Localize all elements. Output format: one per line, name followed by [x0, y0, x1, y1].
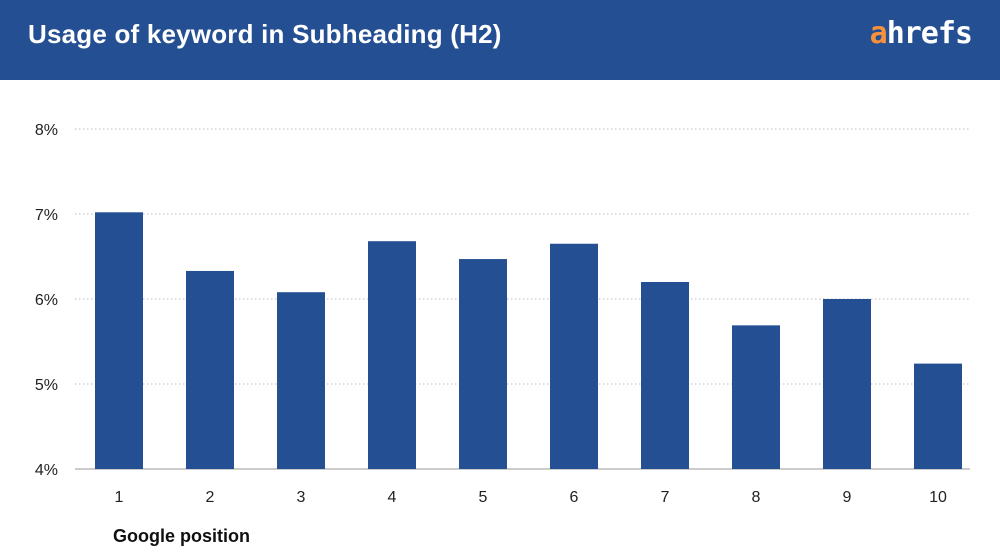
y-tick-label: 5%	[35, 377, 58, 394]
logo-text: hrefs	[886, 16, 973, 51]
bar-chart: 4% 5% 6% 7% 8% 1 2 3 4 5 6 7 8 9 10 Google position	[35, 122, 970, 546]
x-axis-title: Google position	[113, 526, 250, 546]
bar	[186, 270, 234, 469]
x-tick-label: 2	[206, 489, 215, 506]
x-axis: 1 2 3 4 5 6 7 8 9 10	[115, 489, 947, 506]
y-tick-label: 4%	[35, 462, 58, 479]
y-tick-label: 8%	[35, 122, 58, 139]
y-tick-label: 7%	[35, 207, 58, 224]
x-tick-label: 5	[479, 489, 488, 506]
x-tick-label: 6	[570, 489, 579, 506]
bar	[459, 259, 507, 469]
x-tick-label: 1	[115, 489, 124, 506]
bar	[95, 212, 143, 470]
chart-title: Usage of keyword in Subheading (H2)	[28, 19, 502, 49]
x-tick-label: 8	[752, 489, 761, 506]
bar	[914, 363, 962, 469]
chart-header: Usage of keyword in Subheading (H2) ahre…	[0, 0, 1000, 80]
bars	[95, 212, 962, 470]
x-tick-label: 10	[929, 489, 947, 506]
logo-accent-letter: a	[869, 16, 888, 51]
x-tick-label: 7	[661, 489, 670, 506]
ahrefs-logo: ahrefs	[869, 16, 973, 51]
x-tick-label: 4	[388, 489, 397, 506]
bar	[732, 325, 780, 469]
x-tick-label: 3	[297, 489, 306, 506]
bar	[641, 282, 689, 469]
x-tick-label: 9	[843, 489, 852, 506]
bar	[823, 299, 871, 469]
bar	[550, 243, 598, 469]
y-tick-label: 6%	[35, 292, 58, 309]
bar	[368, 241, 416, 469]
y-axis: 4% 5% 6% 7% 8%	[35, 122, 58, 479]
bar	[277, 292, 325, 469]
